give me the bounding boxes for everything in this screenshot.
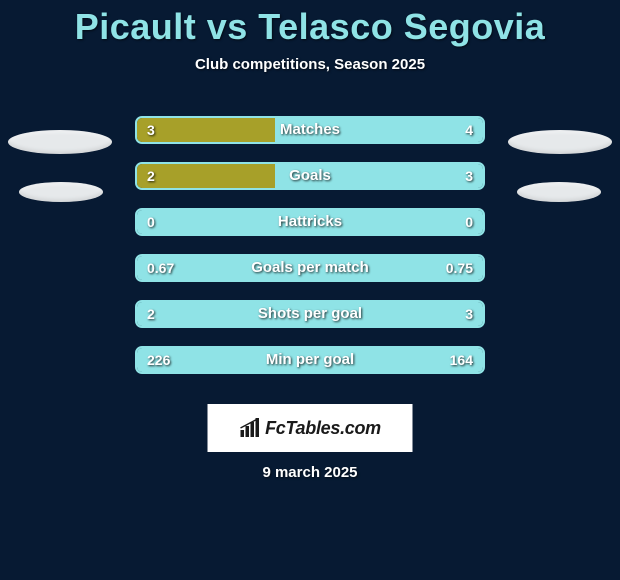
stat-fill-right xyxy=(137,256,483,280)
stat-fill-right xyxy=(275,164,483,188)
avatar-placeholder xyxy=(19,182,103,202)
stat-fill-left xyxy=(137,164,275,188)
stat-fill-left xyxy=(137,118,275,142)
avatar-placeholder xyxy=(8,130,112,154)
footer-date: 9 march 2025 xyxy=(0,464,620,481)
stat-row: 0.67Goals per match0.75 xyxy=(135,254,485,282)
stat-fill-right xyxy=(137,302,483,326)
player-left-avatars xyxy=(5,130,115,230)
stat-fill-right xyxy=(137,210,483,234)
avatar-placeholder xyxy=(508,130,612,154)
stat-row: 2Goals3 xyxy=(135,162,485,190)
stat-row: 3Matches4 xyxy=(135,116,485,144)
page-title: Picault vs Telasco Segovia xyxy=(0,6,620,48)
bar-chart-icon xyxy=(239,418,261,438)
stat-bars: 3Matches4 2Goals3 0Hattricks0 0.67Goals per… xyxy=(135,116,485,392)
logo-text: FcTables.com xyxy=(265,418,381,439)
stat-fill-right xyxy=(137,348,483,372)
source-logo: FcTables.com xyxy=(208,404,413,452)
stat-row: 0Hattricks0 xyxy=(135,208,485,236)
stat-row: 2Shots per goal3 xyxy=(135,300,485,328)
avatar-placeholder xyxy=(517,182,601,202)
stat-row: 226Min per goal164 xyxy=(135,346,485,374)
comparison-card: Picault vs Telasco Segovia Club competit… xyxy=(0,6,620,580)
player-right-avatars xyxy=(505,130,615,230)
page-subtitle: Club competitions, Season 2025 xyxy=(0,56,620,73)
stat-fill-right xyxy=(275,118,483,142)
